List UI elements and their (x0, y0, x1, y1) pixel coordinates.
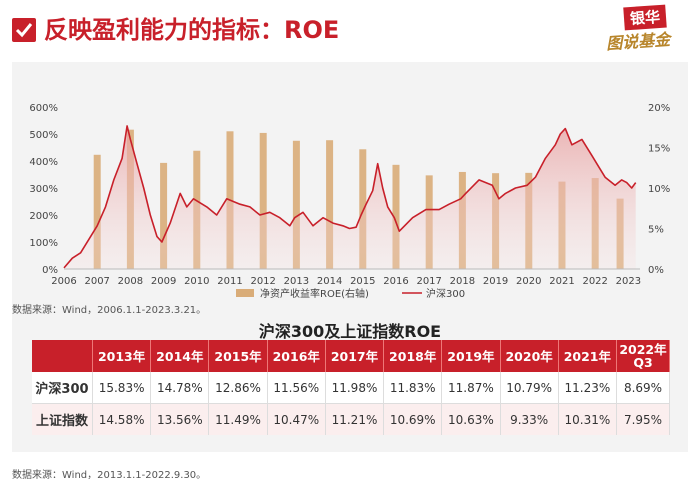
y-right-tick-label: 5% (648, 225, 664, 236)
x-tick-label: 2008 (118, 276, 143, 287)
roe-chart: 0% 100% 200% 300% 400% 500% 600% 0% 5% 10% 15% 20% 2… (29, 103, 670, 300)
roe-bar (93, 154, 101, 269)
roe-bar (359, 149, 367, 269)
table-header-cell: 2018年 (383, 340, 443, 372)
roe-bar (292, 140, 300, 269)
table-cell: 7.95% (616, 403, 670, 435)
y-right-tick-label: 20% (648, 103, 670, 114)
x-tick-label: 2010 (184, 276, 209, 287)
table-header-cell: 2021年 (558, 340, 618, 372)
x-tick-label: 2006 (51, 276, 76, 287)
table-cell: 10.31% (558, 403, 618, 435)
roe-bar (160, 162, 168, 269)
table-cell: 8.69% (616, 372, 670, 404)
y-right-tick-label: 10% (648, 184, 670, 195)
y-left-tick-label: 600% (29, 103, 58, 114)
table-cell: 11.87% (441, 372, 501, 404)
y-left-tick-label: 300% (29, 184, 58, 195)
table-header-cell: 2020年 (500, 340, 559, 372)
table-row: 上证指数 14.58% 13.56% 11.49% 10.47% 11.21% … (32, 403, 670, 435)
x-tick-label: 2014 (317, 276, 342, 287)
table-header-row: 2013年 2014年 2015年 2016年 2017年 2018年 2019… (32, 340, 670, 372)
table-cell: 12.86% (208, 372, 268, 404)
table-corner (32, 340, 93, 372)
table-header-cell: 2014年 (150, 340, 210, 372)
x-tick-label: 2015 (350, 276, 375, 287)
x-tick-label: 2023 (616, 276, 641, 287)
y-left-tick-label: 500% (29, 130, 58, 141)
table-cell: 14.58% (92, 403, 152, 435)
table-cell: 11.56% (267, 372, 326, 404)
x-tick-label: 2021 (549, 276, 574, 287)
y-left-tick-label: 400% (29, 157, 58, 168)
x-tick-label: 2022 (582, 276, 607, 287)
roe-bar (259, 132, 267, 269)
y-right-tick-label: 15% (648, 144, 670, 155)
roe-bar (326, 140, 334, 269)
table-cell: 10.69% (383, 403, 443, 435)
table-header-cell: 2013年 (92, 340, 152, 372)
y-left-tick-label: 100% (29, 238, 58, 249)
table-cell: 15.83% (92, 372, 152, 404)
row-label: 沪深300 (32, 372, 93, 404)
table-cell: 11.98% (325, 372, 385, 404)
page-title: 反映盈利能力的指标：ROE (44, 16, 340, 44)
table-header-cell: 2016年 (267, 340, 326, 372)
table-header-cell: 2017年 (325, 340, 385, 372)
table-cell: 11.21% (325, 403, 385, 435)
table-header-cell: 2022年Q3 (616, 340, 670, 372)
y-left-tick-label: 200% (29, 211, 58, 222)
row-label: 上证指数 (32, 403, 93, 435)
roe-table: 2013年 2014年 2015年 2016年 2017年 2018年 2019… (32, 340, 670, 435)
table-title: 沪深300及上证指数ROE (258, 322, 442, 341)
table-cell: 11.83% (383, 372, 443, 404)
roe-bar (392, 164, 400, 269)
x-tick-label: 2007 (84, 276, 109, 287)
table-cell: 13.56% (150, 403, 210, 435)
table-cell: 11.49% (208, 403, 268, 435)
table-source: 数据来源：Wind，2013.1.1-2022.9.30。 (12, 470, 207, 481)
table-cell: 14.78% (150, 372, 210, 404)
x-tick-label: 2016 (383, 276, 408, 287)
checkbox-icon (12, 18, 36, 42)
x-tick-label: 2012 (250, 276, 275, 287)
table-row: 沪深300 15.83% 14.78% 12.86% 11.56% 11.98%… (32, 372, 670, 404)
x-tick-label: 2020 (516, 276, 541, 287)
y-left-tick-label: 0% (42, 265, 58, 276)
legend-line-label: 沪深300 (426, 287, 465, 300)
table-cell: 10.47% (267, 403, 326, 435)
table-cell: 9.33% (500, 403, 559, 435)
x-tick-label: 2018 (450, 276, 475, 287)
x-tick-label: 2019 (483, 276, 508, 287)
table-cell: 10.79% (500, 372, 559, 404)
y-right-tick-label: 0% (648, 265, 664, 276)
chart-source: 数据来源：Wind，2006.1.1-2023.3.21。 (12, 305, 207, 316)
x-tick-label: 2011 (217, 276, 242, 287)
table-header-cell: 2019年 (441, 340, 501, 372)
x-tick-label: 2013 (284, 276, 309, 287)
hs300-area (64, 125, 636, 270)
x-tick-label: 2009 (151, 276, 176, 287)
legend-bar-label: 净资产收益率ROE(右轴) (260, 287, 369, 300)
table-cell: 10.63% (441, 403, 501, 435)
legend-bar-swatch (236, 289, 254, 297)
hs300-line (63, 125, 637, 269)
table-header-cell: 2015年 (208, 340, 268, 372)
x-tick-label: 2017 (416, 276, 441, 287)
table-cell: 11.23% (558, 372, 618, 404)
